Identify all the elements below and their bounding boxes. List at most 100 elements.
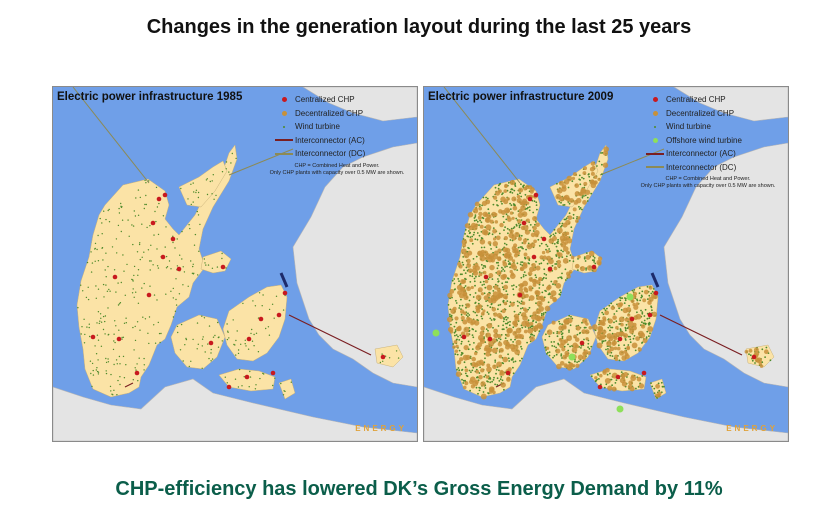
wind-turbine-marker (188, 224, 190, 226)
decentralized-chp-marker (526, 243, 533, 250)
wind-turbine-marker (511, 285, 513, 287)
denmark-region (170, 314, 226, 370)
decentralized-chp-marker (485, 224, 492, 231)
wind-turbine-marker (473, 280, 476, 283)
wind-turbine-marker (475, 219, 478, 222)
decentralized-chp-marker (463, 294, 469, 301)
decentralized-chp-marker (518, 334, 525, 340)
wind-turbine-marker (451, 279, 454, 282)
wind-turbine-marker (237, 349, 240, 351)
centralized-chp-marker (150, 220, 156, 226)
offshore-wind-marker (616, 405, 624, 413)
wind-turbine-marker (215, 194, 217, 197)
wind-turbine-marker (227, 331, 229, 333)
wind-turbine-marker (211, 180, 213, 182)
decentralized-chp-marker (526, 323, 531, 328)
decentralized-chp-marker (572, 172, 577, 177)
wind-turbine-marker (472, 258, 475, 260)
centralized-chp-marker (505, 370, 511, 376)
decentralized-chp-marker (618, 316, 625, 323)
wind-turbine-marker (650, 306, 653, 309)
decentralized-chp-marker (516, 197, 522, 204)
decentralized-chp-marker (449, 289, 455, 294)
wind-turbine-marker (495, 372, 497, 375)
decentralized-chp-marker (512, 205, 518, 211)
wind-turbine-icon (283, 125, 285, 128)
wind-turbine-marker (640, 309, 642, 312)
decentralized-chp-marker (486, 363, 491, 368)
wind-turbine-marker (221, 340, 223, 342)
centralized-chp-marker (487, 336, 493, 342)
wind-turbine-marker (233, 343, 235, 346)
wind-turbine-marker (521, 307, 524, 309)
wind-turbine-marker (618, 359, 621, 362)
decentralized-chp-marker (565, 231, 570, 236)
decentralized-chp-marker (604, 377, 611, 384)
wind-turbine-marker (272, 384, 274, 387)
wind-turbine-marker (545, 274, 548, 276)
wind-turbine-marker (603, 386, 606, 389)
decentralized-chp-marker (493, 195, 498, 200)
decentralized-chp-marker (557, 263, 562, 268)
decentralized-chp-marker (598, 326, 603, 332)
decentralized-chp-marker (455, 326, 461, 332)
wind-turbine-marker (474, 238, 477, 241)
wind-turbine-marker (638, 287, 641, 289)
decentralized-chp-marker (633, 304, 639, 310)
wind-turbine-marker (221, 257, 223, 260)
wind-turbine-marker (211, 267, 214, 269)
decentralized-chp-marker (521, 301, 526, 306)
wind-turbine-marker (113, 269, 116, 271)
wind-turbine-marker (556, 182, 558, 185)
wind-turbine-marker (458, 280, 460, 282)
wind-turbine-marker (558, 320, 560, 323)
wind-turbine-marker (248, 386, 250, 388)
wind-turbine-marker (96, 248, 98, 251)
decentralized-chp-marker (654, 393, 659, 398)
wind-turbine-marker (156, 206, 159, 208)
wind-turbine-marker (490, 346, 493, 349)
decentralized-chp-marker (637, 347, 642, 352)
wind-turbine-marker (107, 361, 110, 363)
decentralized-chp-marker (474, 265, 480, 271)
wind-turbine-marker (471, 348, 474, 350)
wind-turbine-marker (224, 376, 226, 378)
wind-turbine-marker (501, 193, 503, 196)
wind-turbine-marker (453, 282, 456, 285)
wind-turbine-marker (104, 315, 107, 317)
wind-turbine-marker (520, 276, 523, 279)
wind-turbine-marker (464, 233, 466, 235)
wind-turbine-marker (520, 345, 522, 348)
decentralized-chp-marker (534, 290, 540, 295)
wind-turbine-marker (556, 335, 559, 338)
decentralized-chp-marker (561, 347, 566, 352)
wind-turbine-marker (528, 209, 531, 212)
decentralized-chp-marker (464, 223, 470, 229)
decentralized-chp-marker (521, 320, 528, 327)
wind-turbine-marker (250, 332, 252, 335)
wind-turbine-marker (517, 305, 519, 307)
wind-turbine-marker (553, 243, 556, 245)
wind-turbine-marker (761, 361, 764, 364)
decentralized-chp-marker (480, 326, 486, 331)
wind-turbine-marker (458, 369, 461, 372)
decentralized-chp-marker (514, 334, 519, 340)
decentralized-chp-marker (556, 227, 563, 234)
centralized-chp-marker (282, 290, 288, 296)
decentralized-chp-marker (640, 324, 646, 329)
decentralized-chp-marker (558, 180, 564, 186)
decentralized-chp-marker (593, 175, 598, 179)
interconnector-ac-line (124, 382, 134, 388)
wind-turbine-marker (602, 313, 605, 316)
wind-turbine-marker (610, 378, 613, 381)
wind-turbine-marker (268, 308, 271, 311)
wind-turbine-marker (648, 317, 651, 319)
wind-turbine-marker (107, 307, 109, 309)
wind-turbine-marker (552, 233, 555, 236)
wind-turbine-marker (205, 179, 208, 181)
wind-turbine-marker (651, 309, 653, 312)
decentralized-chp-marker (590, 171, 595, 176)
wind-turbine-marker (112, 348, 115, 351)
wind-turbine-marker (606, 307, 608, 310)
wind-turbine-marker (504, 337, 507, 340)
